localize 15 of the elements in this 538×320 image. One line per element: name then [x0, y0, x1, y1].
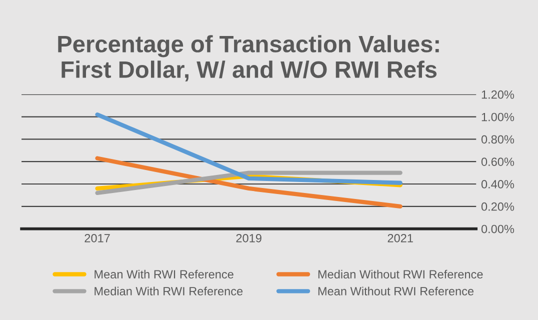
legend-label: Median With RWI Reference — [94, 286, 243, 296]
y-tick-label: 1.00% — [482, 112, 514, 122]
legend-label: Median Without RWI Reference — [318, 270, 483, 278]
y-tick-label: 0.60% — [481, 158, 514, 166]
x-tick-label: 2019 — [236, 234, 262, 242]
y-tick-label: 0.40% — [481, 180, 514, 188]
x-tick-label: 2021 — [388, 234, 413, 242]
legend-label: Mean Without RWI Reference — [318, 286, 474, 296]
y-tick-label: 0.00% — [481, 224, 514, 234]
chart-title: Percentage of Transaction Values: First Dollar, W/ and W/O RWI Refs — [58, 35, 439, 82]
y-tick-label: 0.20% — [481, 202, 514, 211]
legend-label: Mean With RWI Reference — [94, 270, 234, 278]
y-tick-label: 1.20% — [482, 90, 514, 99]
y-tick-label: 0.80% — [481, 135, 514, 144]
x-tick-label: 2017 — [84, 234, 110, 242]
